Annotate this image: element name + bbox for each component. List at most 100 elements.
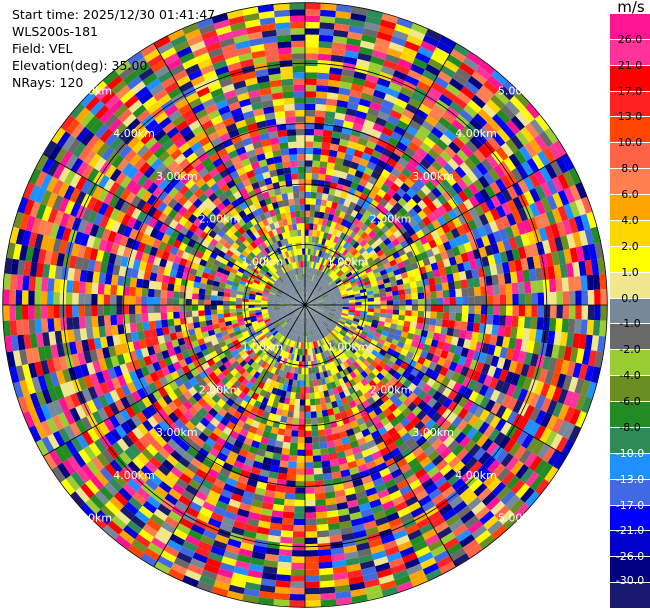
velocity-bin	[523, 142, 538, 158]
velocity-bin	[332, 257, 339, 265]
velocity-bin	[365, 287, 373, 292]
velocity-bin	[418, 298, 425, 305]
velocity-bin	[320, 251, 326, 258]
velocity-bin	[311, 430, 319, 437]
velocity-bin	[358, 257, 367, 265]
velocity-bin	[325, 200, 333, 208]
velocity-bin	[421, 120, 435, 132]
velocity-bin	[351, 195, 360, 205]
velocity-bin	[309, 223, 314, 230]
velocity-bin	[464, 157, 477, 171]
velocity-bin	[323, 212, 330, 220]
velocity-bin	[490, 94, 506, 110]
velocity-bin	[423, 153, 436, 165]
velocity-bin	[305, 367, 309, 375]
velocity-bin	[327, 194, 335, 202]
velocity-bin	[463, 198, 474, 211]
velocity-bin	[353, 233, 361, 242]
velocity-bin	[168, 325, 176, 334]
velocity-bin	[198, 315, 206, 322]
velocity-bin	[309, 204, 316, 212]
velocity-bin	[592, 320, 601, 336]
velocity-bin	[341, 185, 351, 194]
velocity-bin	[217, 295, 224, 301]
velocity-bin	[389, 216, 399, 225]
velocity-bin	[309, 386, 315, 393]
velocity-bin	[487, 75, 503, 90]
velocity-bin	[488, 168, 501, 182]
velocity-bin	[348, 246, 356, 254]
velocity-bin	[373, 245, 382, 254]
velocity-bin	[525, 122, 540, 139]
velocity-bin	[388, 41, 405, 53]
velocity-bin	[307, 254, 311, 262]
velocity-bin	[478, 246, 488, 258]
velocity-bin	[91, 305, 98, 317]
velocity-bin	[426, 191, 437, 203]
velocity-bin	[355, 143, 366, 153]
velocity-bin	[520, 126, 535, 143]
velocity-bin	[461, 313, 469, 323]
velocity-bin	[327, 290, 334, 295]
velocity-bin	[305, 424, 312, 431]
velocity-bin	[447, 320, 456, 329]
velocity-bin	[319, 28, 334, 36]
velocity-bin	[160, 289, 168, 298]
velocity-bin	[305, 47, 319, 54]
velocity-bin	[469, 239, 479, 251]
velocity-bin	[310, 417, 318, 425]
velocity-bin	[154, 312, 162, 321]
velocity-bin	[320, 264, 325, 272]
velocity-bin	[277, 561, 292, 569]
velocity-bin	[347, 215, 356, 224]
velocity-bin	[379, 153, 390, 164]
velocity-bin	[510, 223, 521, 237]
velocity-bin	[562, 291, 570, 305]
velocity-bin	[333, 287, 340, 293]
velocity-bin	[361, 172, 371, 182]
velocity-bin	[319, 288, 325, 294]
velocity-bin	[540, 182, 553, 198]
velocity-bin	[473, 313, 481, 324]
velocity-bin	[365, 15, 382, 26]
velocity-bin	[311, 255, 316, 262]
velocity-bin	[495, 205, 507, 218]
velocity-bin	[371, 208, 381, 217]
velocity-bin	[422, 69, 438, 82]
velocity-bin	[463, 104, 478, 118]
velocity-bin	[355, 110, 368, 120]
velocity-bin	[487, 305, 494, 315]
velocity-bin	[347, 274, 354, 280]
velocity-bin	[478, 175, 490, 189]
velocity-bin	[431, 187, 442, 199]
velocity-bin	[412, 57, 428, 70]
velocity-bin	[309, 380, 314, 387]
velocity-bin	[384, 202, 394, 212]
velocity-bin	[349, 89, 362, 99]
velocity-bin	[530, 280, 538, 294]
velocity-bin	[284, 499, 295, 507]
velocity-bin	[334, 17, 351, 26]
velocity-bin	[116, 314, 124, 325]
velocity-bin	[485, 275, 493, 286]
velocity-bin	[467, 219, 478, 231]
velocity-bin	[386, 47, 402, 59]
velocity-bin	[323, 266, 329, 274]
velocity-bin	[522, 219, 533, 234]
velocity-bin	[320, 599, 337, 607]
velocity-bin	[367, 305, 375, 309]
velocity-bin	[389, 206, 399, 216]
velocity-bin	[297, 443, 305, 450]
velocity-bin	[281, 447, 290, 456]
velocity-bin	[314, 492, 326, 500]
velocity-bin	[414, 178, 426, 190]
velocity-bin	[511, 210, 523, 224]
velocity-bin	[309, 217, 315, 224]
velocity-bin	[483, 122, 497, 137]
velocity-bin	[296, 455, 305, 463]
velocity-bin	[411, 193, 422, 204]
velocity-bin	[404, 264, 413, 272]
velocity-bin	[311, 301, 318, 304]
velocity-bin	[326, 287, 333, 293]
velocity-bin	[370, 281, 378, 288]
